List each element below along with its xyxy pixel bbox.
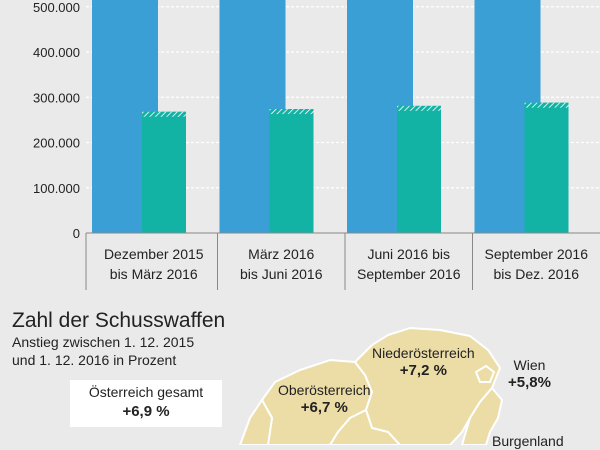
burgenland-label: Burgenland: [492, 433, 564, 450]
wien-name: Wien: [513, 357, 546, 373]
x-category-label: Dezember 2015: [104, 246, 204, 262]
y-tick-label: 400.000: [33, 45, 80, 60]
map-title: Zahl der Schusswaffen: [12, 309, 226, 332]
y-axis-ticks: 0 100.000 200.000 300.000 400.000 500.000: [33, 0, 80, 241]
austria-total-label: Österreich gesamt: [88, 384, 204, 400]
burgenland-name: Burgenland: [492, 433, 564, 449]
bar-series-2-cat-4: [524, 102, 569, 233]
y-tick-label: 500.000: [33, 0, 80, 15]
x-category-label: bis Juni 2016: [240, 266, 323, 282]
bar-chart: 0 100.000 200.000 300.000 400.000 500.000 Dez…: [33, 0, 600, 290]
niederoesterreich-name: Niederösterreich: [372, 345, 475, 361]
bar-cap-hatch: [269, 109, 314, 115]
region-wien: [474, 364, 496, 383]
region-salzburg: [238, 398, 274, 445]
bar-series-2-cat-2: [269, 109, 314, 233]
y-tick-label: 100.000: [33, 181, 80, 196]
bar-cap-hatch: [397, 105, 441, 111]
x-category-label: Juni 2016 bis: [367, 246, 450, 262]
wien-label: Wien +5,8%: [508, 357, 551, 391]
austria-total-value: +6,9 %: [122, 403, 170, 420]
y-tick-label: 0: [73, 226, 80, 241]
x-category-label: September 2016: [357, 266, 461, 282]
bar-series-2-cat-1: [142, 111, 186, 233]
oberoesterreich-label: Oberösterreich +6,7 %: [278, 382, 371, 416]
bar-series-2-cat-3: [397, 105, 441, 233]
wien-value: +5,8%: [508, 374, 551, 391]
bar-cap-hatch: [142, 111, 186, 117]
y-tick-label: 300.000: [33, 90, 80, 105]
x-category-label: bis Dez. 2016: [493, 266, 579, 282]
y-tick-label: 200.000: [33, 136, 80, 151]
map-subtitle: Anstieg zwischen 1. 12. 2015 und 1. 12. …: [12, 333, 252, 369]
map-subtitle-line-2: und 1. 12. 2016 in Prozent: [12, 352, 177, 368]
x-category-label: September 2016: [484, 246, 588, 262]
x-category-label: bis März 2016: [110, 266, 198, 282]
oberoesterreich-name: Oberösterreich: [278, 382, 371, 398]
x-category-label: März 2016: [248, 246, 314, 262]
niederoesterreich-value: +7,2 %: [399, 362, 447, 379]
map-subtitle-line-1: Anstieg zwischen 1. 12. 2015: [12, 334, 195, 350]
bars: [92, 0, 569, 233]
bar-cap-hatch: [524, 102, 569, 108]
oberoesterreich-value: +6,7 %: [300, 399, 348, 416]
austria-total-box: Österreich gesamt +6,9 %: [70, 380, 222, 427]
map-section: Zahl der Schusswaffen Anstieg zwischen 1…: [0, 300, 600, 449]
austria-map: [238, 326, 504, 445]
region-steiermark: [328, 408, 402, 445]
niederoesterreich-label: Niederösterreich +7,2 %: [372, 345, 475, 379]
category-axis: Dezember 2015 bis März 2016 März 2016 bis J…: [85, 232, 600, 290]
region-burgenland: [460, 386, 504, 445]
